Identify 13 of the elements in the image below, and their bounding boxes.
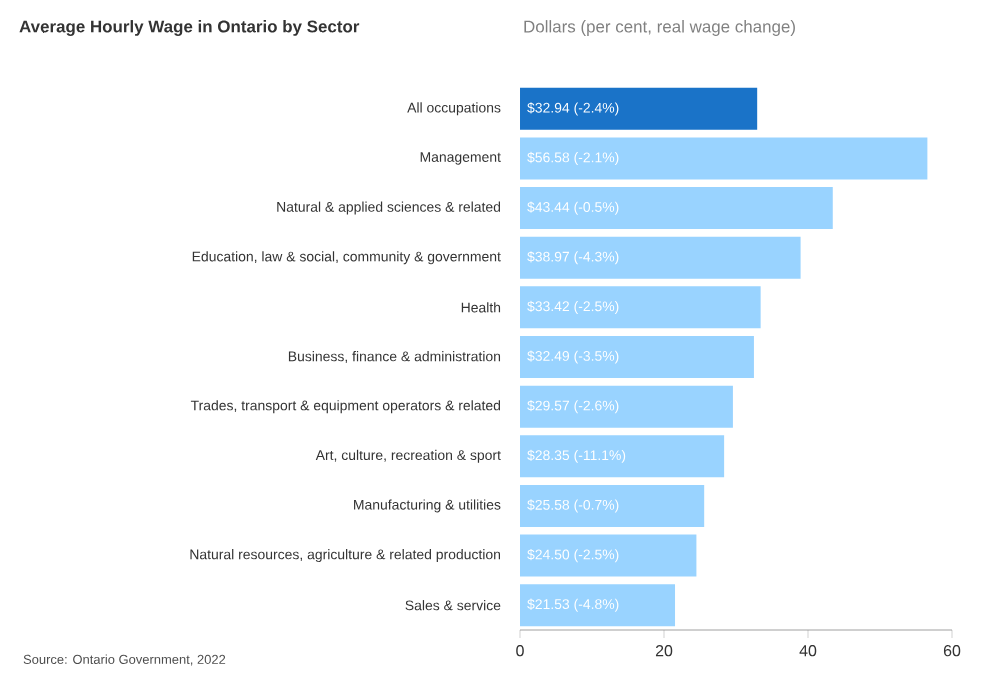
- bar: [520, 286, 761, 329]
- bar: [520, 385, 733, 428]
- chart-subtitle: Dollars (per cent, real wage change): [524, 20, 795, 36]
- bar: [520, 435, 725, 478]
- bar: [520, 87, 758, 130]
- bar: [520, 137, 928, 180]
- bar: [520, 534, 697, 577]
- bar: [520, 484, 705, 527]
- bar: [520, 236, 801, 279]
- bar: [520, 584, 676, 627]
- bar: [520, 336, 754, 379]
- bar: [520, 187, 833, 230]
- text: Average Hourly Wage in Ontario by Sector: [19, 20, 360, 36]
